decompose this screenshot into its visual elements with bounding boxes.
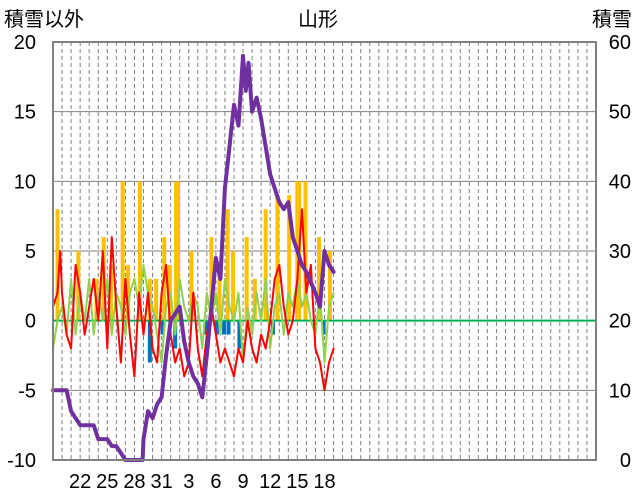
y-tick-label-right: 30 [609, 241, 631, 263]
x-tick-label: 18 [313, 471, 335, 493]
sunshine-bar [225, 209, 230, 321]
sunshine-bar [108, 264, 113, 321]
sunshine-bar [189, 251, 194, 321]
precip-bar [222, 320, 227, 335]
series-line-1 [51, 53, 336, 462]
sunshine-bar [175, 181, 180, 321]
chart-title: 山形 [298, 7, 338, 31]
y-tick-label-right: 20 [609, 311, 631, 333]
y-tick-label-left: 5 [25, 241, 36, 263]
y-tick-label-left: 10 [14, 171, 36, 193]
x-tick-label: 31 [150, 471, 172, 493]
y-tick-label-left: -10 [7, 450, 36, 472]
sunshine-bar [252, 278, 257, 321]
sunshine-bar [55, 209, 60, 321]
x-tick-label: 28 [123, 471, 145, 493]
left-axis-title: 積雪以外 [4, 7, 84, 31]
sunshine-bar [317, 237, 322, 321]
sunshine-bar [154, 278, 159, 321]
x-tick-label: 3 [183, 471, 194, 493]
y-tick-label-right: 0 [620, 450, 631, 472]
sunshine-bar [126, 264, 131, 321]
sunshine-bar [303, 181, 308, 321]
y-tick-label-right: 10 [609, 380, 631, 402]
series-layer [51, 53, 336, 462]
x-tick-label: 9 [237, 471, 248, 493]
precip-bar [237, 320, 242, 349]
y-tick-label-right: 50 [609, 102, 631, 124]
sunshine-bar [327, 251, 332, 321]
sunshine-bar [231, 251, 236, 321]
right-axis-title: 積雪 [592, 7, 632, 31]
sunshine-bar [275, 195, 280, 321]
x-tick-label: 22 [69, 471, 91, 493]
x-tick-label: 15 [286, 471, 308, 493]
y-tick-label-left: 20 [14, 32, 36, 54]
x-tick-label: 12 [259, 471, 281, 493]
y-tick-label-right: 60 [609, 32, 631, 54]
precip-bar [214, 320, 219, 335]
sunshine-bar [209, 237, 214, 321]
precip-bar [203, 320, 208, 335]
sunshine-bar [263, 209, 268, 321]
series-line-2 [52, 208, 335, 392]
x-tick-label: 25 [96, 471, 118, 493]
precip-bar [321, 320, 326, 335]
precip-bar [160, 320, 165, 335]
y-tick-label-left: 15 [14, 102, 36, 124]
y-tick-label-right: 40 [609, 171, 631, 193]
sunshine-bar [137, 181, 142, 321]
plot-frame [52, 41, 597, 461]
precip-bar [226, 320, 231, 335]
precip-bar [147, 320, 152, 363]
sunshine-bar [287, 195, 292, 321]
sunshine-bar [244, 237, 249, 321]
x-tick-label: 6 [210, 471, 221, 493]
sunshine-bar [120, 181, 125, 321]
sunshine-bar [217, 264, 222, 321]
y-tick-label-left: 0 [25, 311, 36, 333]
y-tick-label-left: -5 [18, 380, 36, 402]
